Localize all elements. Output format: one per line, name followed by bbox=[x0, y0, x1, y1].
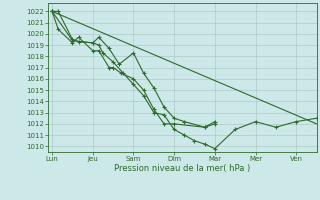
X-axis label: Pression niveau de la mer( hPa ): Pression niveau de la mer( hPa ) bbox=[114, 164, 251, 173]
